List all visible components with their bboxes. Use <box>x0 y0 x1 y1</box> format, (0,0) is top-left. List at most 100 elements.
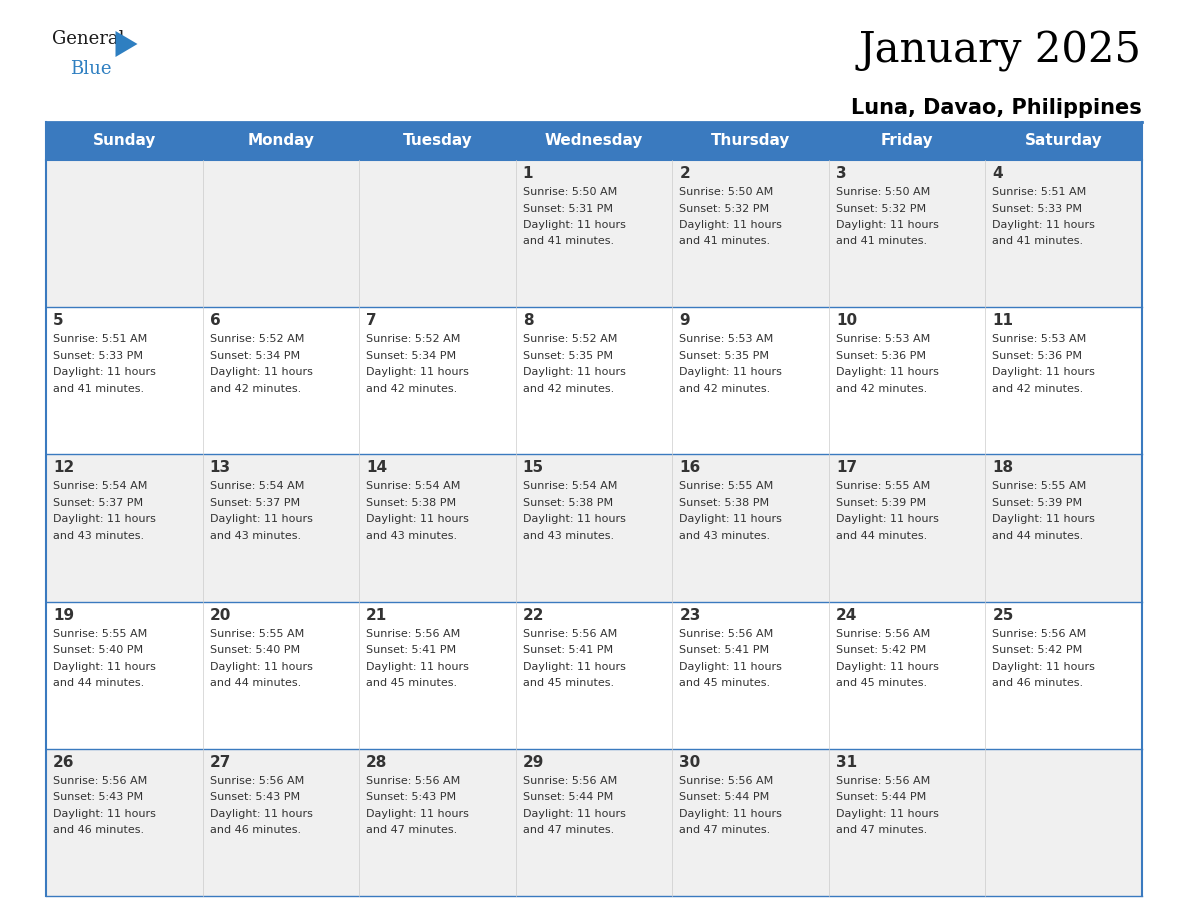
Text: and 41 minutes.: and 41 minutes. <box>680 237 770 247</box>
Text: Sunset: 5:36 PM: Sunset: 5:36 PM <box>992 351 1082 361</box>
Text: and 44 minutes.: and 44 minutes. <box>53 678 144 688</box>
Bar <box>516 308 672 454</box>
Text: Daylight: 11 hours: Daylight: 11 hours <box>366 367 469 377</box>
Polygon shape <box>115 31 138 57</box>
Bar <box>359 160 516 308</box>
Text: and 42 minutes.: and 42 minutes. <box>992 384 1083 394</box>
Bar <box>359 454 516 601</box>
Text: Daylight: 11 hours: Daylight: 11 hours <box>523 220 626 230</box>
Text: Daylight: 11 hours: Daylight: 11 hours <box>836 367 939 377</box>
Text: Sunset: 5:39 PM: Sunset: 5:39 PM <box>836 498 925 508</box>
Text: 22: 22 <box>523 608 544 622</box>
Text: 16: 16 <box>680 461 701 476</box>
Text: and 47 minutes.: and 47 minutes. <box>680 825 771 835</box>
Text: Luna, Davao, Philippines: Luna, Davao, Philippines <box>852 98 1142 118</box>
Text: Sunrise: 5:56 AM: Sunrise: 5:56 AM <box>523 629 617 639</box>
Text: Sunset: 5:42 PM: Sunset: 5:42 PM <box>836 645 927 655</box>
Bar <box>203 308 359 454</box>
Text: Daylight: 11 hours: Daylight: 11 hours <box>680 367 782 377</box>
Bar <box>985 749 1142 896</box>
Text: Sunset: 5:31 PM: Sunset: 5:31 PM <box>523 204 613 214</box>
Text: and 45 minutes.: and 45 minutes. <box>523 678 614 688</box>
Text: Sunrise: 5:54 AM: Sunrise: 5:54 AM <box>366 481 461 491</box>
Text: Daylight: 11 hours: Daylight: 11 hours <box>680 809 782 819</box>
Text: 26: 26 <box>53 755 75 770</box>
Text: Friday: Friday <box>880 133 934 149</box>
Text: Sunset: 5:35 PM: Sunset: 5:35 PM <box>523 351 613 361</box>
Text: and 43 minutes.: and 43 minutes. <box>53 531 144 541</box>
Text: Daylight: 11 hours: Daylight: 11 hours <box>523 662 626 672</box>
Text: Sunset: 5:32 PM: Sunset: 5:32 PM <box>680 204 770 214</box>
Text: Sunset: 5:38 PM: Sunset: 5:38 PM <box>366 498 456 508</box>
Text: 14: 14 <box>366 461 387 476</box>
Text: Sunrise: 5:50 AM: Sunrise: 5:50 AM <box>680 187 773 197</box>
Text: 9: 9 <box>680 313 690 329</box>
Text: Daylight: 11 hours: Daylight: 11 hours <box>209 367 312 377</box>
Bar <box>829 601 985 749</box>
Text: Sunset: 5:34 PM: Sunset: 5:34 PM <box>209 351 299 361</box>
Text: Sunset: 5:41 PM: Sunset: 5:41 PM <box>523 645 613 655</box>
Text: 3: 3 <box>836 166 847 181</box>
Bar <box>46 160 203 308</box>
Text: Daylight: 11 hours: Daylight: 11 hours <box>836 809 939 819</box>
Text: and 44 minutes.: and 44 minutes. <box>992 531 1083 541</box>
Text: Sunset: 5:39 PM: Sunset: 5:39 PM <box>992 498 1082 508</box>
Text: Daylight: 11 hours: Daylight: 11 hours <box>366 662 469 672</box>
Text: 18: 18 <box>992 461 1013 476</box>
Text: 23: 23 <box>680 608 701 622</box>
Bar <box>829 749 985 896</box>
Text: Sunset: 5:44 PM: Sunset: 5:44 PM <box>836 792 927 802</box>
Bar <box>359 749 516 896</box>
Text: Sunrise: 5:51 AM: Sunrise: 5:51 AM <box>992 187 1087 197</box>
Text: 17: 17 <box>836 461 857 476</box>
Bar <box>46 601 203 749</box>
Text: and 43 minutes.: and 43 minutes. <box>680 531 770 541</box>
Text: and 46 minutes.: and 46 minutes. <box>992 678 1083 688</box>
Text: and 41 minutes.: and 41 minutes. <box>992 237 1083 247</box>
Text: 20: 20 <box>209 608 230 622</box>
Text: Sunset: 5:38 PM: Sunset: 5:38 PM <box>680 498 770 508</box>
Text: Sunrise: 5:56 AM: Sunrise: 5:56 AM <box>53 776 147 786</box>
Text: Daylight: 11 hours: Daylight: 11 hours <box>680 514 782 524</box>
Text: Sunrise: 5:54 AM: Sunrise: 5:54 AM <box>209 481 304 491</box>
Bar <box>829 160 985 308</box>
Text: Sunrise: 5:56 AM: Sunrise: 5:56 AM <box>523 776 617 786</box>
Text: 27: 27 <box>209 755 230 770</box>
Text: Sunrise: 5:50 AM: Sunrise: 5:50 AM <box>523 187 617 197</box>
Text: Daylight: 11 hours: Daylight: 11 hours <box>680 662 782 672</box>
Text: Daylight: 11 hours: Daylight: 11 hours <box>523 514 626 524</box>
Text: and 47 minutes.: and 47 minutes. <box>836 825 927 835</box>
Text: Sunday: Sunday <box>93 133 156 149</box>
Text: Sunrise: 5:55 AM: Sunrise: 5:55 AM <box>680 481 773 491</box>
Text: 31: 31 <box>836 755 857 770</box>
Text: 7: 7 <box>366 313 377 329</box>
Text: Daylight: 11 hours: Daylight: 11 hours <box>523 367 626 377</box>
Text: Tuesday: Tuesday <box>403 133 473 149</box>
Bar <box>516 160 672 308</box>
Text: 12: 12 <box>53 461 74 476</box>
Text: January 2025: January 2025 <box>859 30 1142 72</box>
Text: Daylight: 11 hours: Daylight: 11 hours <box>992 514 1095 524</box>
Bar <box>829 308 985 454</box>
Text: 13: 13 <box>209 461 230 476</box>
Text: Daylight: 11 hours: Daylight: 11 hours <box>53 367 156 377</box>
Text: Daylight: 11 hours: Daylight: 11 hours <box>992 662 1095 672</box>
Text: Thursday: Thursday <box>710 133 790 149</box>
Text: Daylight: 11 hours: Daylight: 11 hours <box>836 220 939 230</box>
Text: Sunset: 5:43 PM: Sunset: 5:43 PM <box>366 792 456 802</box>
Text: 1: 1 <box>523 166 533 181</box>
Text: Sunset: 5:33 PM: Sunset: 5:33 PM <box>53 351 143 361</box>
Text: Daylight: 11 hours: Daylight: 11 hours <box>680 220 782 230</box>
Text: and 42 minutes.: and 42 minutes. <box>836 384 927 394</box>
Text: 21: 21 <box>366 608 387 622</box>
Text: and 41 minutes.: and 41 minutes. <box>53 384 144 394</box>
Text: 24: 24 <box>836 608 858 622</box>
Text: Sunrise: 5:56 AM: Sunrise: 5:56 AM <box>836 776 930 786</box>
Bar <box>203 749 359 896</box>
Text: and 45 minutes.: and 45 minutes. <box>366 678 457 688</box>
Text: 29: 29 <box>523 755 544 770</box>
Text: Sunrise: 5:53 AM: Sunrise: 5:53 AM <box>680 334 773 344</box>
Text: and 42 minutes.: and 42 minutes. <box>366 384 457 394</box>
Text: Sunset: 5:43 PM: Sunset: 5:43 PM <box>53 792 143 802</box>
Text: Daylight: 11 hours: Daylight: 11 hours <box>209 514 312 524</box>
